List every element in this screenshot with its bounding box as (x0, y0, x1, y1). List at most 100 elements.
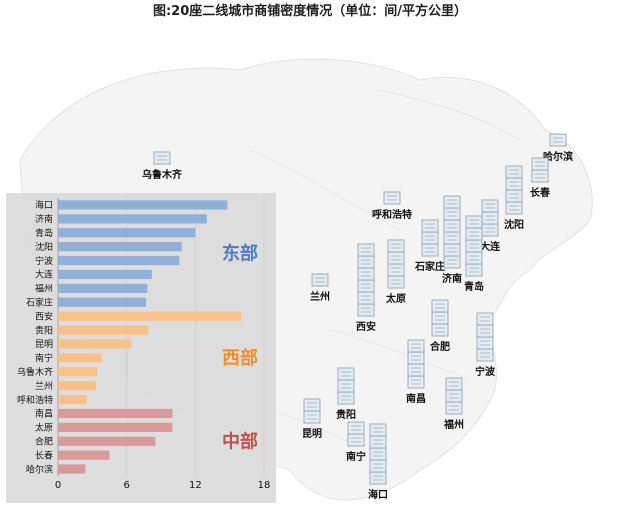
building-icon (347, 433, 365, 447)
category-label: 南昌 (35, 408, 53, 420)
building-icon (369, 435, 387, 449)
map-city-label: 昆明 (302, 428, 322, 440)
building-icon (505, 165, 523, 179)
category-label: 宁波 (35, 255, 53, 267)
bar (58, 408, 173, 419)
map-city-label: 沈阳 (504, 218, 524, 231)
building-icon (407, 339, 425, 353)
building-icon (465, 263, 483, 277)
map-city-label: 贵阳 (336, 408, 356, 421)
building-icon (443, 243, 461, 257)
building-icon (357, 243, 375, 257)
building-icon (481, 199, 499, 213)
category-label: 石家庄 (26, 296, 53, 308)
building-icon (369, 423, 387, 437)
bar (58, 214, 207, 224)
building-icon (337, 379, 355, 393)
category-label: 呼和浩特 (17, 394, 53, 406)
bar (58, 255, 180, 266)
building-icon (387, 251, 405, 265)
building-icon (337, 391, 355, 405)
x-tick-label: 6 (123, 480, 129, 491)
building-icon (311, 273, 329, 287)
building-icon (531, 157, 549, 171)
bar (58, 422, 173, 432)
building-icon (357, 255, 375, 269)
category-label: 海口 (35, 199, 53, 211)
building-icon (465, 227, 483, 241)
building-icon (505, 177, 523, 191)
map-city-label: 西安 (356, 320, 376, 333)
building-icon (431, 299, 449, 313)
region-label: 东部 (222, 243, 258, 265)
category-label: 乌鲁木齐 (17, 366, 53, 378)
building-icon (421, 243, 439, 257)
building-icon (505, 189, 523, 203)
map-city-label: 南宁 (346, 450, 366, 463)
building-icon (465, 239, 483, 253)
building-icon (387, 263, 405, 277)
building-icon (369, 447, 387, 461)
building-icon (369, 459, 387, 473)
map-city-label: 南昌 (406, 392, 426, 405)
bar (58, 297, 147, 307)
building-icon (303, 410, 321, 424)
bar (58, 325, 149, 335)
map-city-label: 青岛 (464, 280, 484, 293)
building-icon (443, 195, 461, 209)
building-icon (476, 336, 494, 350)
bar (58, 464, 86, 474)
building-icon (407, 375, 425, 389)
building-icon (153, 151, 171, 165)
map-city-label: 乌鲁木齐 (142, 168, 183, 181)
category-label: 长春 (35, 449, 53, 461)
bar (58, 269, 152, 280)
bar (58, 283, 148, 293)
map-city-label: 石家庄 (414, 260, 445, 273)
building-icon (549, 133, 567, 147)
bar (58, 242, 182, 252)
category-label: 青岛 (35, 227, 53, 239)
map-city-label: 兰州 (310, 290, 330, 303)
category-label: 济南 (35, 213, 53, 225)
bar (58, 353, 102, 363)
building-icon (445, 389, 463, 403)
map-city-label: 长春 (530, 186, 550, 199)
building-icon (407, 351, 425, 365)
building-icon (476, 348, 494, 362)
building-icon (387, 239, 405, 253)
bar (58, 436, 156, 446)
building-icon (421, 231, 439, 245)
category-label: 大连 (35, 269, 53, 281)
building-icon (369, 471, 387, 485)
map-city-label: 合肥 (429, 340, 450, 353)
building-icon (465, 215, 483, 229)
category-label: 南宁 (35, 352, 53, 364)
building-icon (476, 324, 494, 338)
category-label: 沈阳 (35, 241, 53, 253)
map-city-label: 海口 (368, 488, 388, 501)
category-label: 贵阳 (35, 324, 53, 336)
category-label: 兰州 (35, 380, 53, 392)
category-label: 合肥 (35, 435, 53, 447)
building-icon (443, 255, 461, 269)
map-city-label: 福州 (443, 418, 464, 431)
chart-title: 图:20座二线城市商铺密度情况（单位：间/平方公里） (152, 4, 468, 19)
building-icon (347, 421, 365, 435)
building-icon (337, 367, 355, 381)
bar (58, 394, 87, 405)
bar (58, 367, 97, 377)
bar (58, 339, 132, 349)
building-icon (357, 303, 375, 317)
map-city-label: 济南 (442, 272, 462, 285)
category-label: 哈尔滨 (26, 463, 53, 475)
building-icon (357, 291, 375, 305)
x-tick-label: 0 (55, 480, 61, 491)
category-label: 太原 (35, 422, 53, 434)
category-label: 福州 (35, 283, 53, 295)
bar (58, 200, 228, 210)
building-icon (476, 312, 494, 326)
category-label: 昆明 (35, 339, 53, 350)
building-icon (443, 219, 461, 233)
building-icon (357, 267, 375, 281)
